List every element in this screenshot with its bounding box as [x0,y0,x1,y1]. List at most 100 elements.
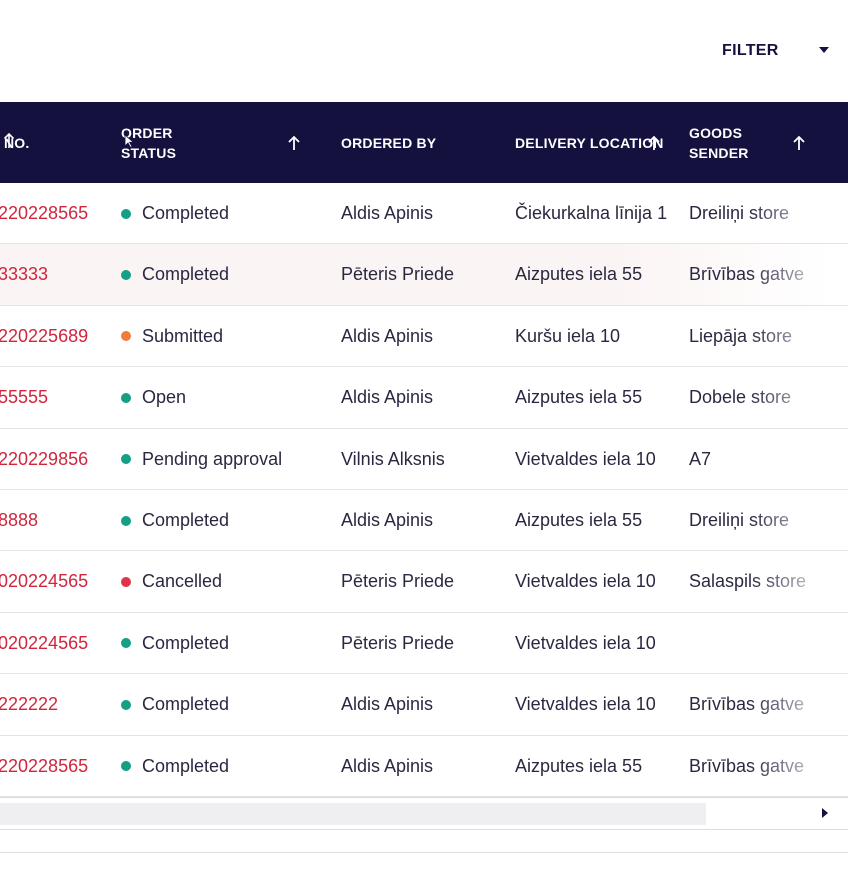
ordered-by-cell: Aldis Apinis [341,674,433,735]
delivery-location: Aizputes iela 55 [515,510,643,530]
goods-sender: Brīvības gatve [689,694,805,715]
arrow-right-icon[interactable] [818,807,832,821]
ordered-by: Aldis Apinis [341,755,434,776]
order-status: Submitted [142,325,224,346]
column-header-order-no-label: NO. [4,134,30,151]
chevron-down-icon[interactable] [819,47,829,53]
goods-sender-cell: Dreiliņi store [689,490,848,551]
order-number[interactable]: 220228565 [0,755,89,776]
table-row[interactable]: 220229856 Pending approval Vilnis Alksnis V… [0,429,848,490]
goods-sender: Dreiliņi store [689,203,790,223]
ordered-by-cell: Pēteris Priede [341,551,454,612]
delivery-location-cell: Vietvaldes iela 10 [515,674,656,735]
arrow-up-icon[interactable] [792,135,806,151]
order-number-link[interactable]: 220229856 [0,429,88,490]
goods-sender: Brīvības gatve [689,264,805,285]
order-number[interactable]: 220228565 [0,203,89,223]
ordered-by: Aldis Apinis [341,325,434,346]
order-number[interactable]: 55555 [0,387,49,408]
goods-sender: Salaspils store [689,571,807,592]
goods-sender-cell: Salaspils store [689,551,848,612]
status-dot [121,392,131,403]
order-number[interactable]: 8888 [0,510,39,530]
ordered-by: Vilnis Alksnis [341,448,445,469]
delivery-location: Vietvaldes iela 10 [515,571,656,592]
order-number-link[interactable]: 020224565 [0,551,88,612]
arrow-up-icon[interactable] [647,135,661,151]
column-header-order-status-label: ORDER STATUS [121,124,177,161]
order-number-link[interactable]: 33333 [0,244,48,305]
order-number-link[interactable]: 222222 [0,674,58,735]
column-header-ordered-by[interactable]: ORDERED BY [341,102,436,183]
goods-sender-cell: Dreiliņi store [689,183,848,244]
delivery-location-cell: Vietvaldes iela 10 [515,613,656,674]
order-number[interactable]: 33333 [0,264,49,285]
goods-sender: A7 [689,448,712,469]
order-number-link[interactable]: 220225689 [0,306,88,367]
ordered-by: Aldis Apinis [341,203,434,223]
filter-dropdown[interactable]: FILTER [722,40,829,62]
delivery-location: Aizputes iela 55 [515,755,643,776]
ordered-by: Pēteris Priede [341,571,455,592]
order-number-link[interactable]: 8888 [0,490,38,551]
goods-sender-cell: Brīvības gatve [689,736,848,797]
column-header-order-no[interactable]: NO. [4,102,30,183]
status-dot [121,638,131,649]
table-row[interactable]: 220228565 Completed Aldis Apinis Aizputes i… [0,736,848,797]
ordered-by-cell: Aldis Apinis [341,736,433,797]
delivery-location-cell: Čiekurkalna līnija 1 [515,183,667,244]
status-dot [121,208,131,219]
order-status: Pending approval [142,448,283,469]
delivery-location-cell: Kuršu iela 10 [515,306,620,367]
order-status: Completed [142,694,230,715]
goods-sender: Brīvības gatve [689,755,805,776]
column-header-goods-sender[interactable]: GOODS SENDER [689,102,779,183]
arrow-up-icon[interactable] [287,135,301,151]
table-row[interactable]: 020224565 Cancelled Pēteris Priede Vietvald… [0,551,848,613]
ordered-by: Aldis Apinis [341,694,434,715]
table-row[interactable]: 220225689 Submitted Aldis Apinis Kuršu iela… [0,306,848,368]
ordered-by-cell: Aldis Apinis [341,367,433,428]
table-row[interactable]: 222222 Completed Aldis Apinis Vietvaldes ie… [0,674,848,736]
table-row[interactable]: 8888 Completed Aldis Apinis Aizputes iela 5… [0,490,848,552]
mouse-pointer-icon [124,134,135,148]
ordered-by: Pēteris Priede [341,632,455,653]
delivery-location: Vietvaldes iela 10 [515,694,656,715]
table-row[interactable]: 020224565 Completed Pēteris Priede Vietvald… [0,613,848,675]
delivery-location-cell: Vietvaldes iela 10 [515,551,656,612]
scrollbar-thumb[interactable] [0,803,706,825]
status-dot [121,331,131,342]
ordered-by-cell: Aldis Apinis [341,183,433,244]
table-row[interactable]: 220228565 Completed Aldis Apinis Čiekurkaln… [0,183,848,245]
order-number-link[interactable]: 55555 [0,367,48,428]
order-status-cell: Completed [121,674,229,735]
order-number[interactable]: 020224565 [0,632,89,653]
delivery-location-cell: Aizputes iela 55 [515,736,642,797]
order-number[interactable]: 220225689 [0,325,89,346]
order-number[interactable]: 220229856 [0,448,89,469]
delivery-location-cell: Aizputes iela 55 [515,244,642,305]
goods-sender-cell: Brīvības gatve [689,244,848,305]
goods-sender-cell: Liepāja store [689,306,848,367]
table-row[interactable]: 33333 Completed Pēteris Priede Aizputes iel… [0,244,848,306]
delivery-location-cell: Vietvaldes iela 10 [515,429,656,490]
status-dot [121,515,131,526]
order-status: Completed [142,632,230,653]
order-number-link[interactable]: 020224565 [0,613,88,674]
column-header-order-status[interactable]: ORDER STATUS [121,102,211,183]
table-row[interactable]: 55555 Open Aldis Apinis Aizputes iela 55 Dob… [0,367,848,429]
goods-sender: Liepāja store [689,325,793,346]
order-number-link[interactable]: 220228565 [0,183,88,244]
divider [0,852,848,853]
delivery-location: Aizputes iela 55 [515,264,643,285]
order-number[interactable]: 222222 [0,694,59,715]
column-header-delivery-location[interactable]: DELIVERY LOCATION [515,102,664,183]
order-number[interactable]: 020224565 [0,571,89,592]
goods-sender-cell: Brīvības gatve [689,674,848,735]
goods-sender: Dobele store [689,387,792,408]
goods-sender: Dreiliņi store [689,510,790,530]
status-dot [121,761,131,772]
horizontal-scrollbar[interactable] [0,797,848,830]
order-number-link[interactable]: 220228565 [0,736,88,797]
delivery-location: Vietvaldes iela 10 [515,632,656,653]
